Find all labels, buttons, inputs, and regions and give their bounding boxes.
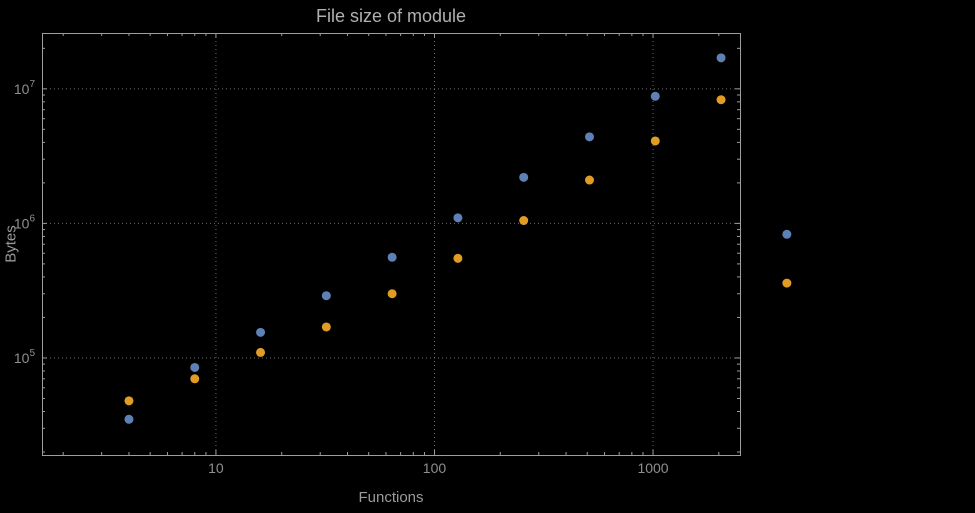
x-tick-label: 1000 [637, 460, 668, 476]
data-point-blue [519, 172, 529, 182]
data-point-orange [124, 396, 134, 406]
data-point-orange [256, 347, 266, 357]
data-point-blue [387, 252, 397, 262]
plot-frame [42, 33, 741, 456]
y-axis-label: Bytes [2, 225, 20, 263]
data-point-blue [190, 362, 200, 372]
y-tick-label: 106 [14, 213, 36, 231]
data-point-blue [124, 414, 134, 424]
y-tick-label: 107 [14, 79, 36, 97]
data-point-blue [584, 132, 594, 142]
data-point-orange [321, 322, 331, 332]
data-point-orange [782, 278, 792, 288]
data-point-blue [650, 91, 660, 101]
y-tick-label: 105 [14, 348, 36, 366]
data-point-orange [584, 175, 594, 185]
data-point-orange [519, 216, 529, 226]
data-point-orange [650, 136, 660, 146]
x-tick-label: 10 [208, 460, 224, 476]
data-point-blue [256, 327, 266, 337]
data-point-blue [321, 291, 331, 301]
x-tick-label: 100 [423, 460, 447, 476]
data-point-blue [716, 53, 726, 63]
chart-title: File size of module [315, 6, 467, 26]
data-point-blue [453, 213, 463, 223]
data-point-orange [453, 253, 463, 263]
data-point-orange [387, 289, 397, 299]
x-axis-label: Functions [358, 489, 424, 506]
data-point-blue [782, 229, 792, 239]
data-point-orange [190, 374, 200, 384]
data-point-orange [716, 95, 726, 105]
